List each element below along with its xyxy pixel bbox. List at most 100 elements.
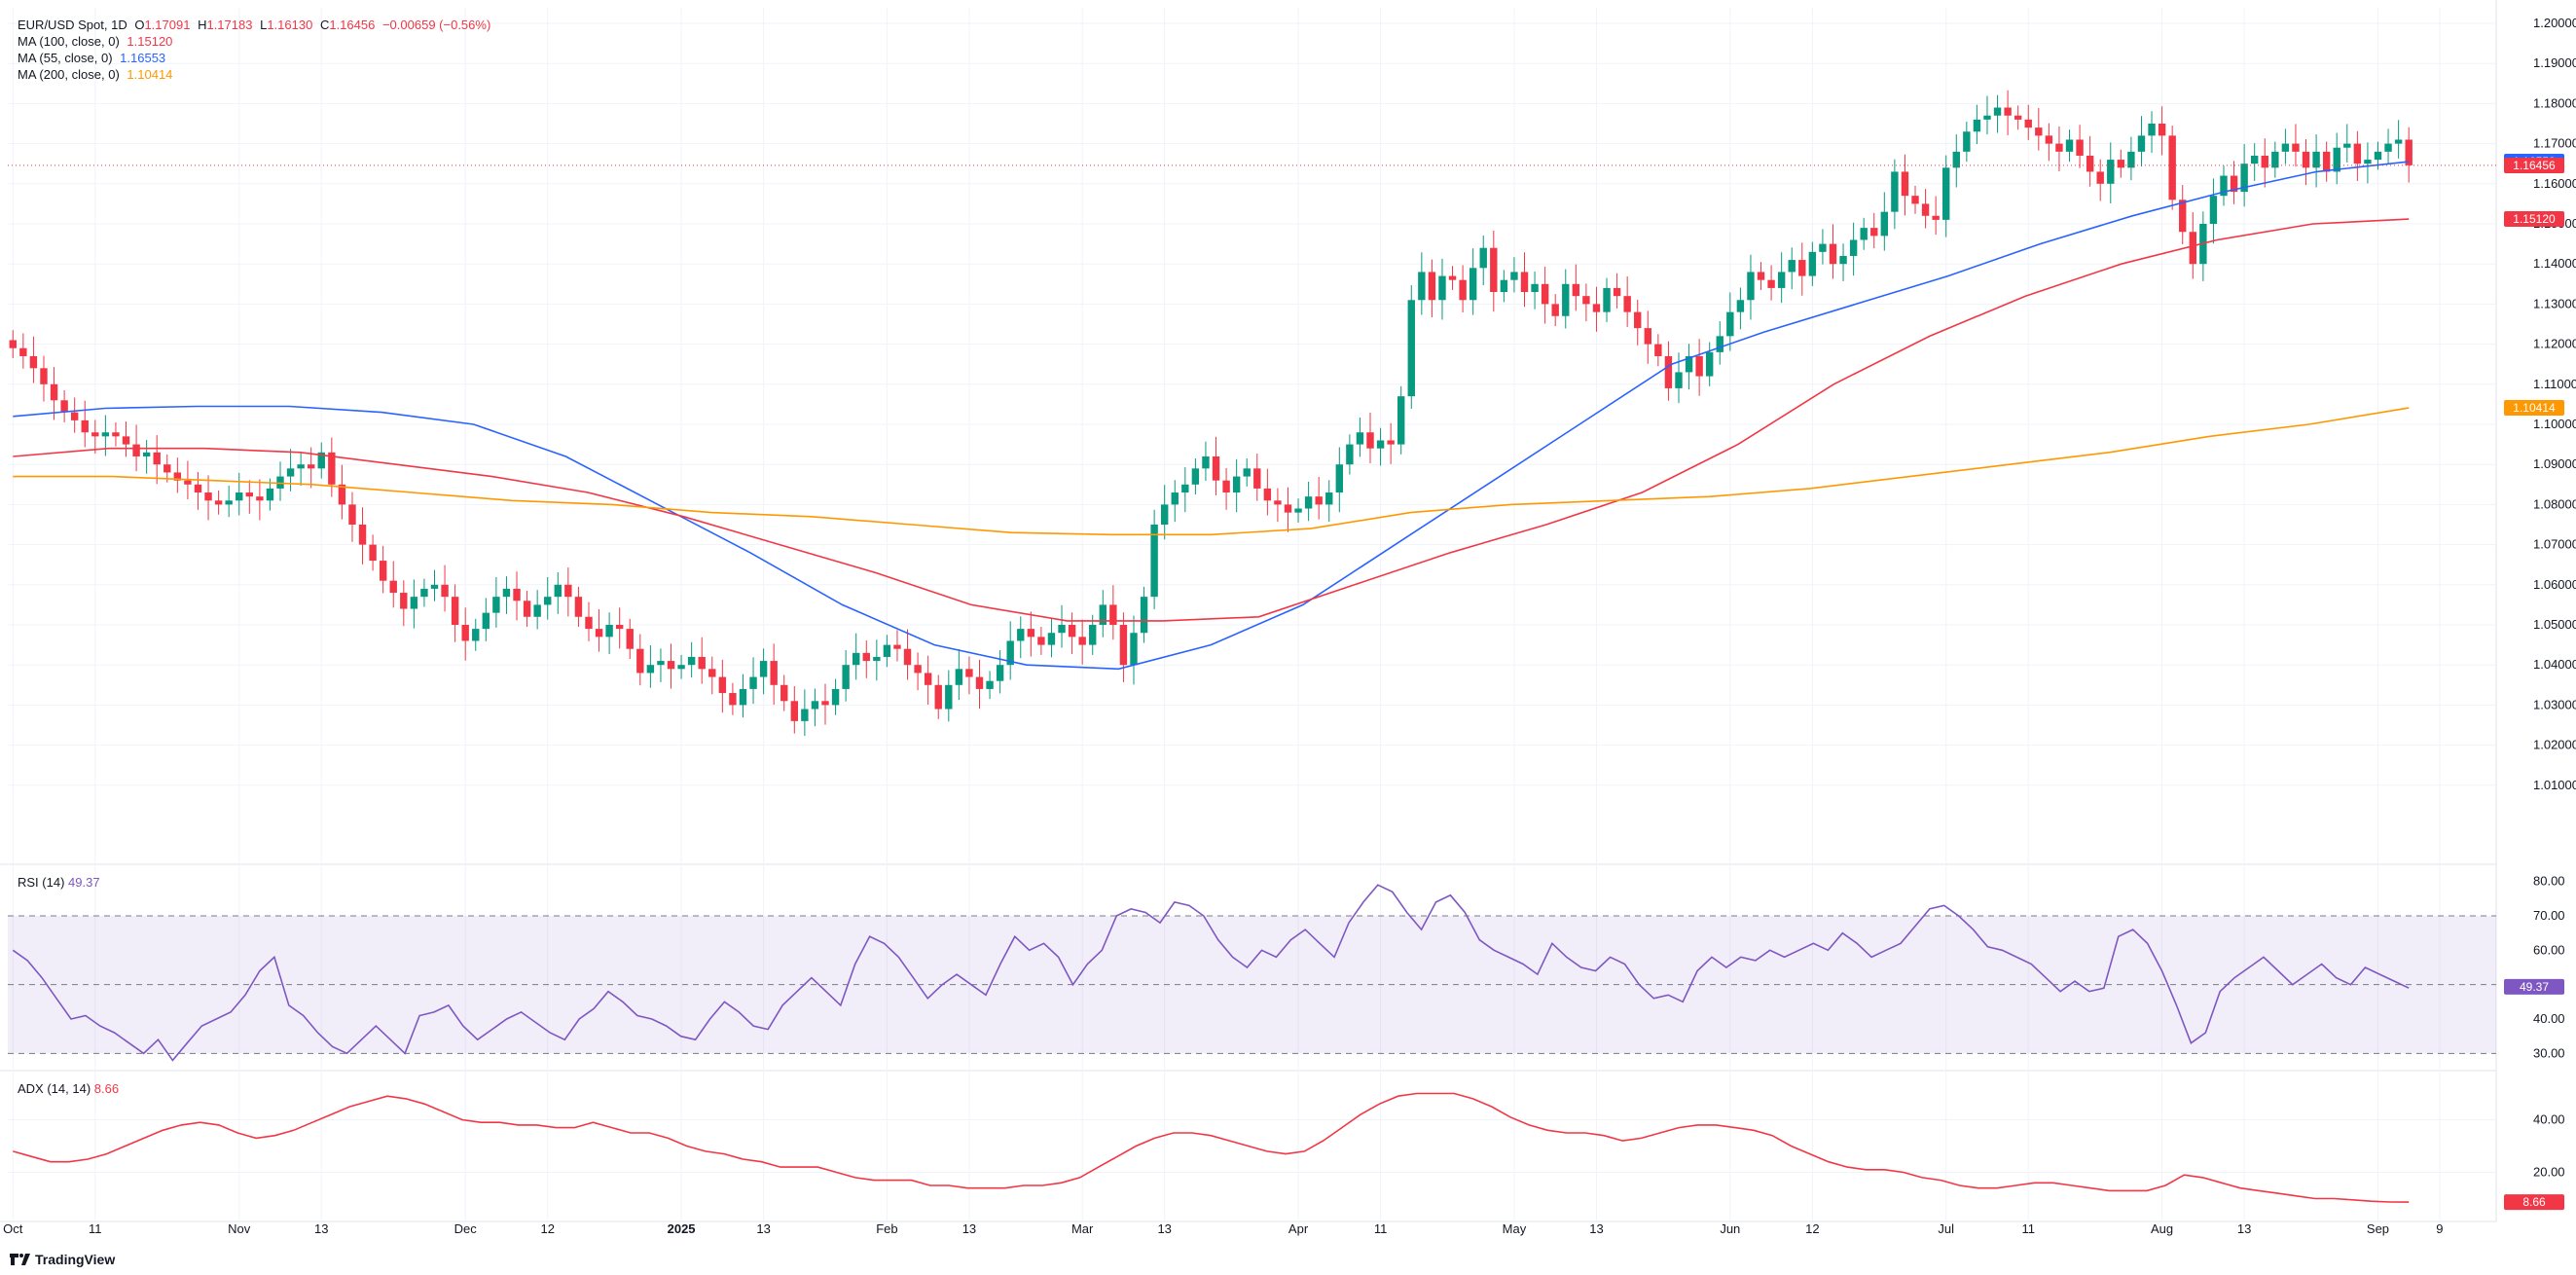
price-tick-label: 1.16000: [2533, 176, 2576, 191]
indicator-row-ma100[interactable]: MA (100, close, 0) 1.15120: [18, 33, 494, 50]
candle-body: [142, 452, 151, 456]
indicator-row-ma55[interactable]: MA (55, close, 0) 1.16553: [18, 50, 494, 66]
price-tag: [2504, 399, 2564, 416]
price-tag-label: 1.10414: [2513, 401, 2556, 415]
candle-body: [153, 452, 161, 465]
low-value: 1.16130: [267, 18, 313, 32]
candle-body: [595, 629, 603, 638]
time-tick-label: 13: [1157, 1221, 1171, 1236]
candle-body: [986, 680, 994, 689]
candle-body: [739, 688, 747, 706]
candle-body: [2045, 135, 2053, 144]
candle-body: [1942, 167, 1950, 220]
candle-body: [996, 665, 1004, 681]
time-tick-label: 11: [89, 1221, 102, 1236]
time-tick-label: May: [1503, 1221, 1527, 1236]
candle-body: [1346, 444, 1354, 465]
candle-body: [1695, 355, 1703, 377]
candle-body: [60, 400, 68, 413]
moving-average-line: [13, 161, 2410, 671]
candle-body: [2322, 151, 2331, 172]
adx-value-tag: [2504, 1194, 2564, 1211]
candle-body: [389, 580, 397, 594]
price-tick-label: 1.13000: [2533, 296, 2576, 310]
tradingview-logo[interactable]: TradingView: [10, 1252, 115, 1267]
candle-body: [1819, 243, 1827, 252]
candle-body: [2271, 151, 2279, 168]
candle-body: [1284, 504, 1292, 513]
price-tick-label: 1.18000: [2533, 95, 2576, 110]
candle-body: [2004, 107, 2012, 116]
time-tick-label: Aug: [2151, 1221, 2173, 1236]
open-label: O: [134, 18, 145, 32]
candle-body: [2086, 155, 2094, 172]
candle-body: [358, 525, 367, 545]
price-tag-label: 1.15120: [2513, 212, 2556, 226]
adx-legend[interactable]: ADX (14, 14) 8.66: [18, 1081, 119, 1096]
candle-body: [451, 597, 459, 625]
candle-body: [2374, 151, 2382, 161]
candle-body: [1222, 480, 1230, 493]
candle-body: [646, 665, 655, 674]
candle-body: [2209, 196, 2218, 224]
rsi-tick-label: 40.00: [2533, 1011, 2565, 1026]
candle-body: [2240, 164, 2248, 193]
candle-body: [29, 355, 38, 369]
candle-body: [2261, 155, 2268, 168]
rsi-label: RSI (14): [18, 875, 65, 890]
low-label: L: [260, 18, 268, 32]
price-tick-label: 1.01000: [2533, 778, 2576, 792]
candle-body: [831, 688, 840, 706]
candle-body: [862, 652, 870, 662]
candle-body: [1027, 629, 1035, 638]
candle-body: [1438, 275, 1446, 301]
candle-body: [893, 644, 901, 649]
candle-body: [2148, 124, 2156, 136]
indicator-row-ma200[interactable]: MA (200, close, 0) 1.10414: [18, 66, 494, 83]
candle-body: [1078, 637, 1086, 645]
ma200-label: MA (200, close, 0): [18, 67, 120, 82]
candle-body: [1654, 344, 1662, 356]
candle-body: [1932, 215, 1940, 220]
candle-body: [883, 644, 891, 657]
symbol-label[interactable]: EUR/USD Spot, 1D: [18, 18, 127, 32]
candle-body: [1037, 637, 1045, 645]
price-tick-label: 1.02000: [2533, 738, 2576, 752]
candle-body: [1531, 283, 1539, 293]
rsi-tick-label: 60.00: [2533, 942, 2565, 957]
candle-body: [1479, 247, 1487, 269]
open-value: 1.17091: [144, 18, 191, 32]
candle-body: [1469, 268, 1477, 301]
candle-body: [853, 652, 860, 666]
price-tick-label: 1.11000: [2533, 377, 2576, 391]
candle-body: [801, 709, 809, 721]
candle-body: [1376, 440, 1385, 449]
candle-body: [821, 701, 829, 706]
candle-body: [184, 480, 192, 485]
rsi-legend[interactable]: RSI (14) 49.37: [18, 875, 100, 890]
price-tick-label: 1.19000: [2533, 55, 2576, 70]
candle-body: [1274, 500, 1282, 505]
candle-body: [1387, 440, 1395, 445]
candle-body: [2035, 128, 2043, 136]
candle-body: [1952, 151, 1960, 168]
candle-body: [1870, 228, 1878, 237]
time-tick-label: 13: [1589, 1221, 1603, 1236]
candle-body: [2065, 139, 2074, 152]
candle-body: [1099, 604, 1107, 625]
candle-body: [19, 347, 27, 356]
candle-body: [2189, 232, 2196, 265]
time-tick-label: 9: [2436, 1221, 2443, 1236]
candle-body: [1849, 239, 1858, 256]
candle-body: [2107, 160, 2115, 184]
candle-body: [2179, 200, 2187, 233]
candle-body: [236, 492, 243, 501]
candle-body: [1736, 300, 1745, 312]
tradingview-logo-icon: [10, 1254, 30, 1265]
candle-body: [1716, 336, 1723, 352]
time-tick-label: 13: [756, 1221, 770, 1236]
candle-body: [687, 656, 696, 666]
candle-body: [112, 432, 120, 437]
price-tick-label: 1.12000: [2533, 337, 2576, 351]
